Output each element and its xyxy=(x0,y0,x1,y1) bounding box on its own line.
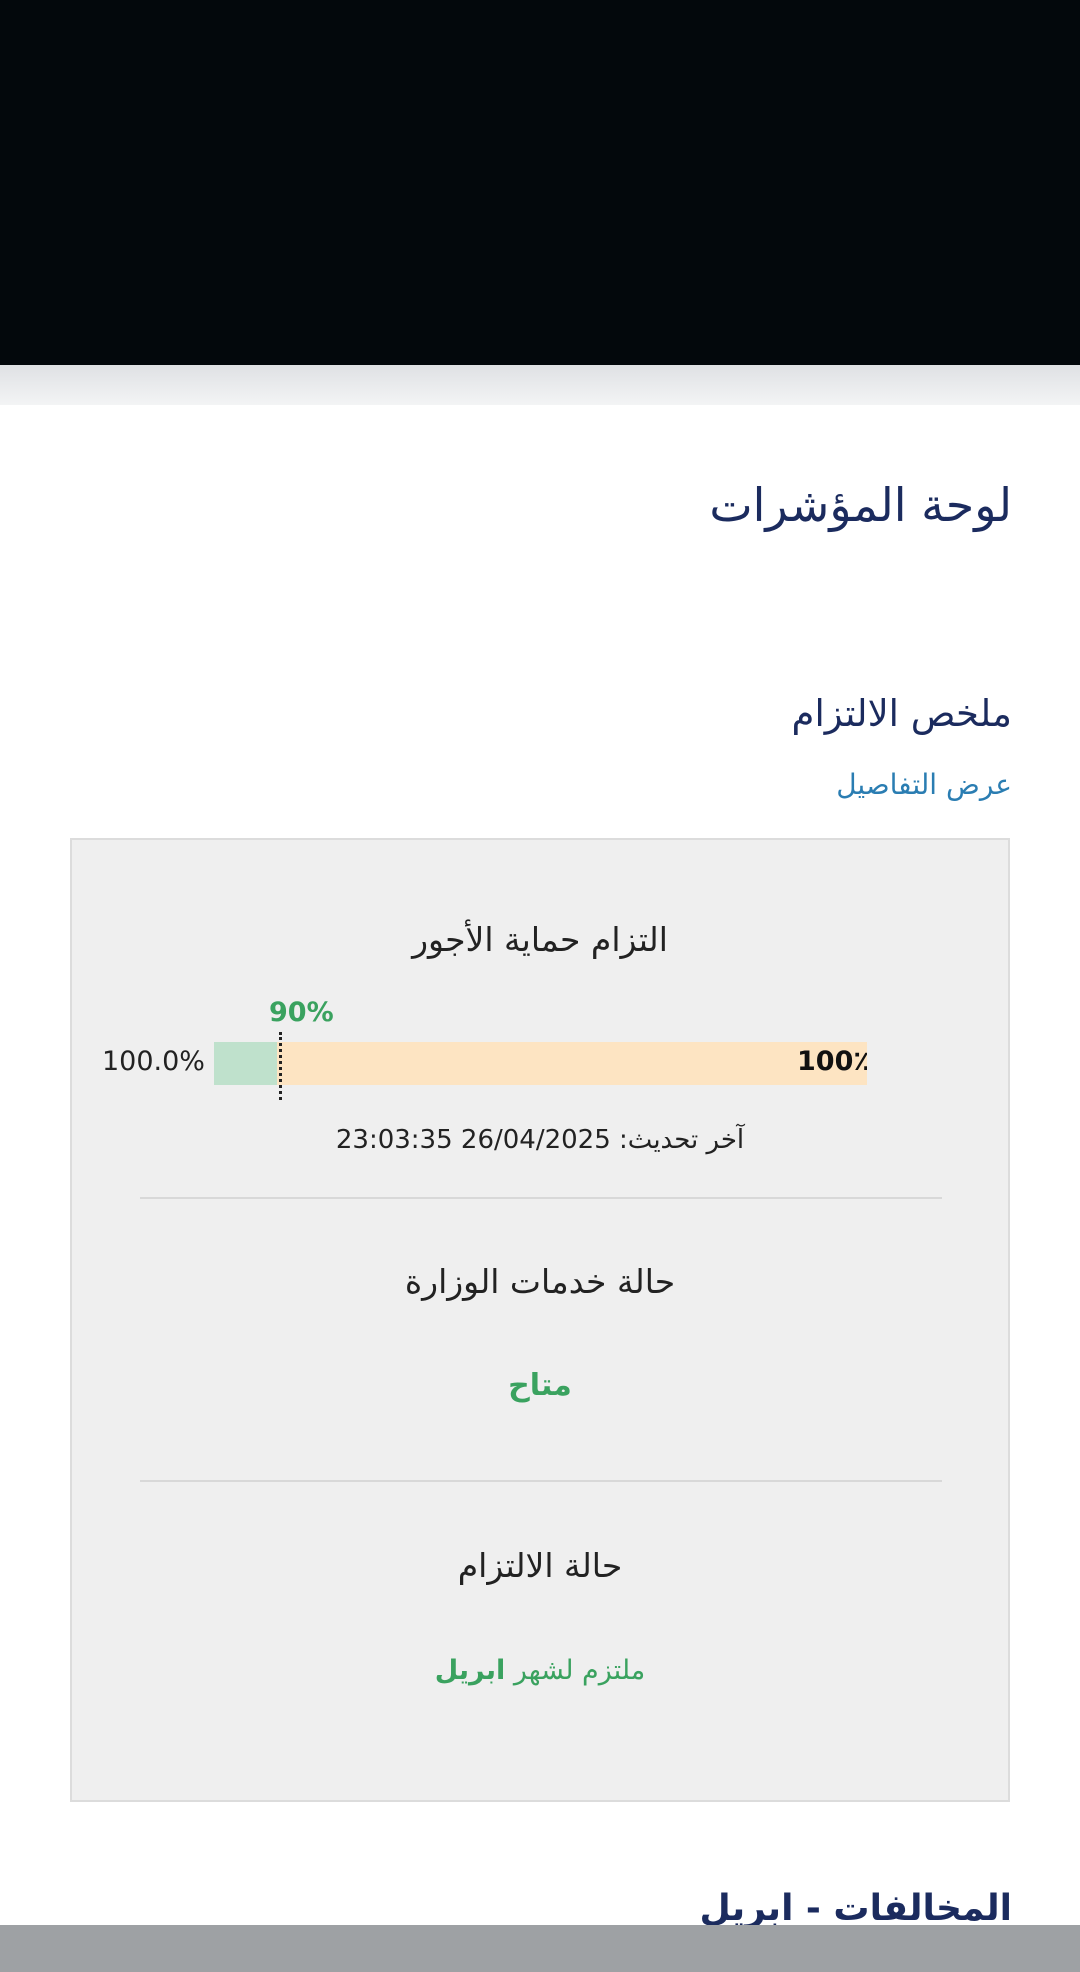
compliance-status: ملتزم لشهر ابريل xyxy=(72,1655,1008,1686)
view-details-link[interactable]: عرض التفاصيل xyxy=(836,768,1012,801)
wage-protection-bar: 90% 100.0% 100٪ xyxy=(102,997,867,1100)
last-update: آخر تحديث: 26/04/2025 23:03:35 xyxy=(72,1125,1008,1155)
compliance-status-title: حالة الالتزام xyxy=(457,1546,623,1585)
divider xyxy=(140,1480,942,1482)
section-title-compliance-summary: ملخص الالتزام xyxy=(791,692,1012,735)
last-update-value: 26/04/2025 23:03:35 xyxy=(335,1125,611,1155)
bar-end-label: 100٪ xyxy=(797,1046,867,1077)
status-month: ابريل xyxy=(434,1655,506,1686)
app-bar xyxy=(0,365,1080,405)
status-prefix: ملتزم لشهر xyxy=(513,1655,646,1686)
last-update-label: آخر تحديث: xyxy=(619,1125,745,1155)
bottom-overlay xyxy=(0,1925,1080,1972)
value-label: 100.0% xyxy=(102,1046,205,1077)
ministry-services-status: متاح xyxy=(508,1368,572,1403)
divider xyxy=(140,1197,942,1199)
page-title: لوحة المؤشرات xyxy=(709,478,1012,532)
section-title-violations: المخالفات - ابريل xyxy=(699,1888,1013,1929)
ministry-services-title: حالة خدمات الوزارة xyxy=(404,1262,676,1301)
compliance-card: التزام حماية الأجور 90% 100.0% 100٪ آخر … xyxy=(70,838,1010,1802)
target-label: 90% xyxy=(269,997,334,1028)
target-marker xyxy=(279,1032,282,1100)
status-area xyxy=(0,0,1080,365)
wage-protection-title: التزام حماية الأجور xyxy=(412,920,668,959)
bar-fill xyxy=(214,1042,277,1085)
